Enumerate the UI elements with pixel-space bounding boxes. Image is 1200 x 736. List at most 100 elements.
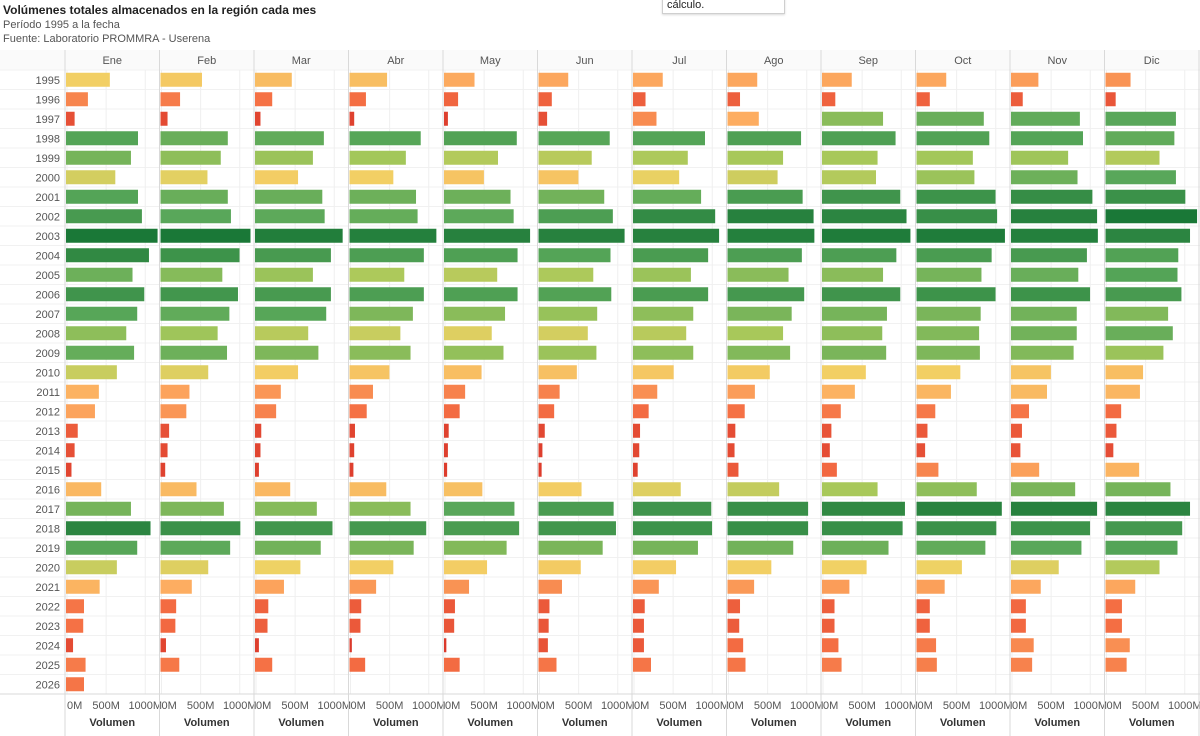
- year-label: 1997: [36, 114, 60, 126]
- bar-Mar-1995: [255, 72, 292, 87]
- bar-Mar-2015: [255, 462, 259, 477]
- bar-Jul-2011: [633, 384, 658, 399]
- year-label: 2002: [36, 211, 60, 223]
- bar-Mar-1997: [255, 111, 261, 126]
- bar-Sep-2009: [822, 345, 887, 360]
- bar-Feb-1996: [160, 92, 181, 107]
- bar-Jun-2025: [538, 657, 557, 672]
- bar-Mar-2006: [255, 287, 331, 302]
- bar-Oct-2025: [916, 657, 937, 672]
- bar-Mar-1998: [255, 131, 324, 146]
- bar-Mar-2022: [255, 599, 269, 614]
- bar-May-2008: [444, 326, 492, 341]
- x-axis-label: Volumen: [89, 717, 135, 729]
- bar-Sep-2007: [822, 306, 887, 321]
- bar-Mar-2003: [255, 228, 343, 243]
- chart-title: Volúmenes totales almacenados en la regi…: [3, 3, 317, 17]
- bar-Jul-1995: [633, 72, 663, 87]
- bar-May-2000: [444, 170, 484, 185]
- x-tick-label: 1000M: [979, 700, 1013, 712]
- chart-subtitle: Período 1995 a la fecha: [3, 19, 120, 31]
- bar-Jun-2012: [538, 404, 555, 419]
- bar-Oct-2006: [916, 287, 996, 302]
- month-header: May: [480, 55, 501, 67]
- bar-Ene-2000: [66, 170, 116, 185]
- bar-Dic-2023: [1105, 618, 1122, 633]
- year-label: 1995: [36, 75, 60, 87]
- bar-Abr-2021: [349, 579, 377, 594]
- bar-Ene-2006: [66, 287, 145, 302]
- bar-Ene-2004: [66, 248, 149, 263]
- bar-Nov-1997: [1011, 111, 1080, 126]
- bar-Abr-2008: [349, 326, 401, 341]
- bar-Abr-2022: [349, 599, 362, 614]
- bar-Sep-2011: [822, 384, 855, 399]
- bar-May-2019: [444, 540, 507, 555]
- year-label: 2015: [36, 465, 60, 477]
- bar-Jun-2019: [538, 540, 603, 555]
- bar-Jun-2017: [538, 501, 614, 516]
- bar-Oct-2005: [916, 267, 982, 282]
- bar-May-1998: [444, 131, 517, 146]
- x-axis-label: Volumen: [562, 717, 608, 729]
- bar-Nov-2019: [1011, 540, 1082, 555]
- bar-Jun-2011: [538, 384, 560, 399]
- bar-Dic-2019: [1105, 540, 1178, 555]
- bar-Abr-2016: [349, 482, 387, 497]
- bar-Ene-2005: [66, 267, 133, 282]
- bar-May-2005: [444, 267, 498, 282]
- bar-Ene-2012: [66, 404, 95, 419]
- bar-May-2013: [444, 423, 449, 438]
- bar-Dic-2007: [1105, 306, 1169, 321]
- bar-Oct-1998: [916, 131, 990, 146]
- year-label: 2000: [36, 172, 60, 184]
- bar-Sep-2022: [822, 599, 835, 614]
- bar-Feb-1998: [160, 131, 228, 146]
- month-header: Jun: [576, 55, 594, 67]
- bar-Mar-2014: [255, 443, 261, 458]
- bar-Dic-2025: [1105, 657, 1127, 672]
- bar-Dic-2017: [1105, 501, 1191, 516]
- bar-Ago-2002: [727, 209, 814, 224]
- bar-Jul-1998: [633, 131, 705, 146]
- bar-May-2020: [444, 560, 488, 575]
- bar-Jun-2006: [538, 287, 612, 302]
- bar-Nov-2022: [1011, 599, 1026, 614]
- bar-Oct-2002: [916, 209, 998, 224]
- year-label: 2013: [36, 426, 60, 438]
- bar-Ene-2021: [66, 579, 100, 594]
- x-tick-label: 0M: [445, 700, 460, 712]
- bar-Nov-2017: [1011, 501, 1098, 516]
- year-label: 2005: [36, 270, 60, 282]
- bar-Jul-2008: [633, 326, 687, 341]
- bar-Mar-2004: [255, 248, 331, 263]
- bar-Mar-2024: [255, 638, 259, 653]
- bar-May-1995: [444, 72, 475, 87]
- bar-Oct-2016: [916, 482, 977, 497]
- bar-Ago-2023: [727, 618, 740, 633]
- x-tick-label: 500M: [943, 700, 971, 712]
- bar-Feb-2016: [160, 482, 197, 497]
- bar-Ene-2013: [66, 423, 78, 438]
- bar-Jul-2007: [633, 306, 694, 321]
- bar-Dic-1997: [1105, 111, 1176, 126]
- bar-Oct-2010: [916, 365, 961, 380]
- bar-Feb-2004: [160, 248, 240, 263]
- bar-Ago-2007: [727, 306, 792, 321]
- bar-Dic-2021: [1105, 579, 1136, 594]
- bar-Ene-2011: [66, 384, 99, 399]
- bar-Ene-2018: [66, 521, 151, 536]
- bar-Feb-2020: [160, 560, 209, 575]
- bar-Jun-2018: [538, 521, 616, 536]
- bar-Sep-2021: [822, 579, 850, 594]
- bar-May-2022: [444, 599, 455, 614]
- bar-Oct-2008: [916, 326, 980, 341]
- x-tick-label: 1000M: [412, 700, 446, 712]
- bar-Sep-2001: [822, 189, 901, 204]
- bar-Ene-2003: [66, 228, 158, 243]
- bar-Ago-2019: [727, 540, 794, 555]
- bar-Jul-2025: [633, 657, 651, 672]
- year-label: 2001: [36, 192, 60, 204]
- bar-Jun-2004: [538, 248, 611, 263]
- x-axis-label: Volumen: [656, 717, 702, 729]
